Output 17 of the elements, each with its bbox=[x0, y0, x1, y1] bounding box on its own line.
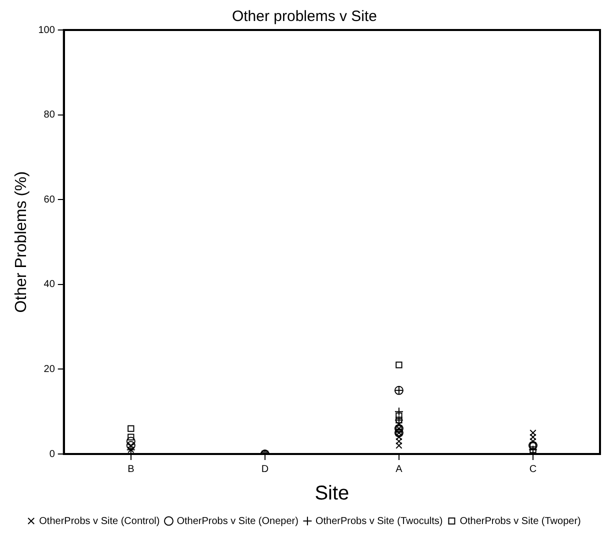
x-tick-label: D bbox=[261, 464, 269, 475]
x-tick-label: C bbox=[529, 464, 537, 475]
y-tick-label: 80 bbox=[44, 110, 56, 121]
y-tick-label: 20 bbox=[44, 364, 56, 375]
x-axis-title: Site bbox=[314, 482, 350, 505]
y-axis-title: Other Problems (%) bbox=[13, 171, 30, 313]
legend-label: OtherProbs v Site (Control) bbox=[39, 516, 160, 527]
y-tick-label: 0 bbox=[49, 448, 56, 460]
y-tick-label: 100 bbox=[38, 24, 56, 36]
legend-label: OtherProbs v Site (Twoper) bbox=[460, 516, 581, 527]
chart-title: Other problems v Site bbox=[232, 8, 378, 26]
legend-label: OtherProbs v Site (Twocults) bbox=[315, 516, 443, 527]
y-tick-label: 40 bbox=[44, 279, 56, 290]
y-tick-label: 60 bbox=[44, 194, 56, 206]
legend-label: OtherProbs v Site (Oneper) bbox=[176, 516, 298, 527]
x-tick-label: B bbox=[128, 464, 135, 475]
x-tick-label: A bbox=[396, 464, 403, 475]
